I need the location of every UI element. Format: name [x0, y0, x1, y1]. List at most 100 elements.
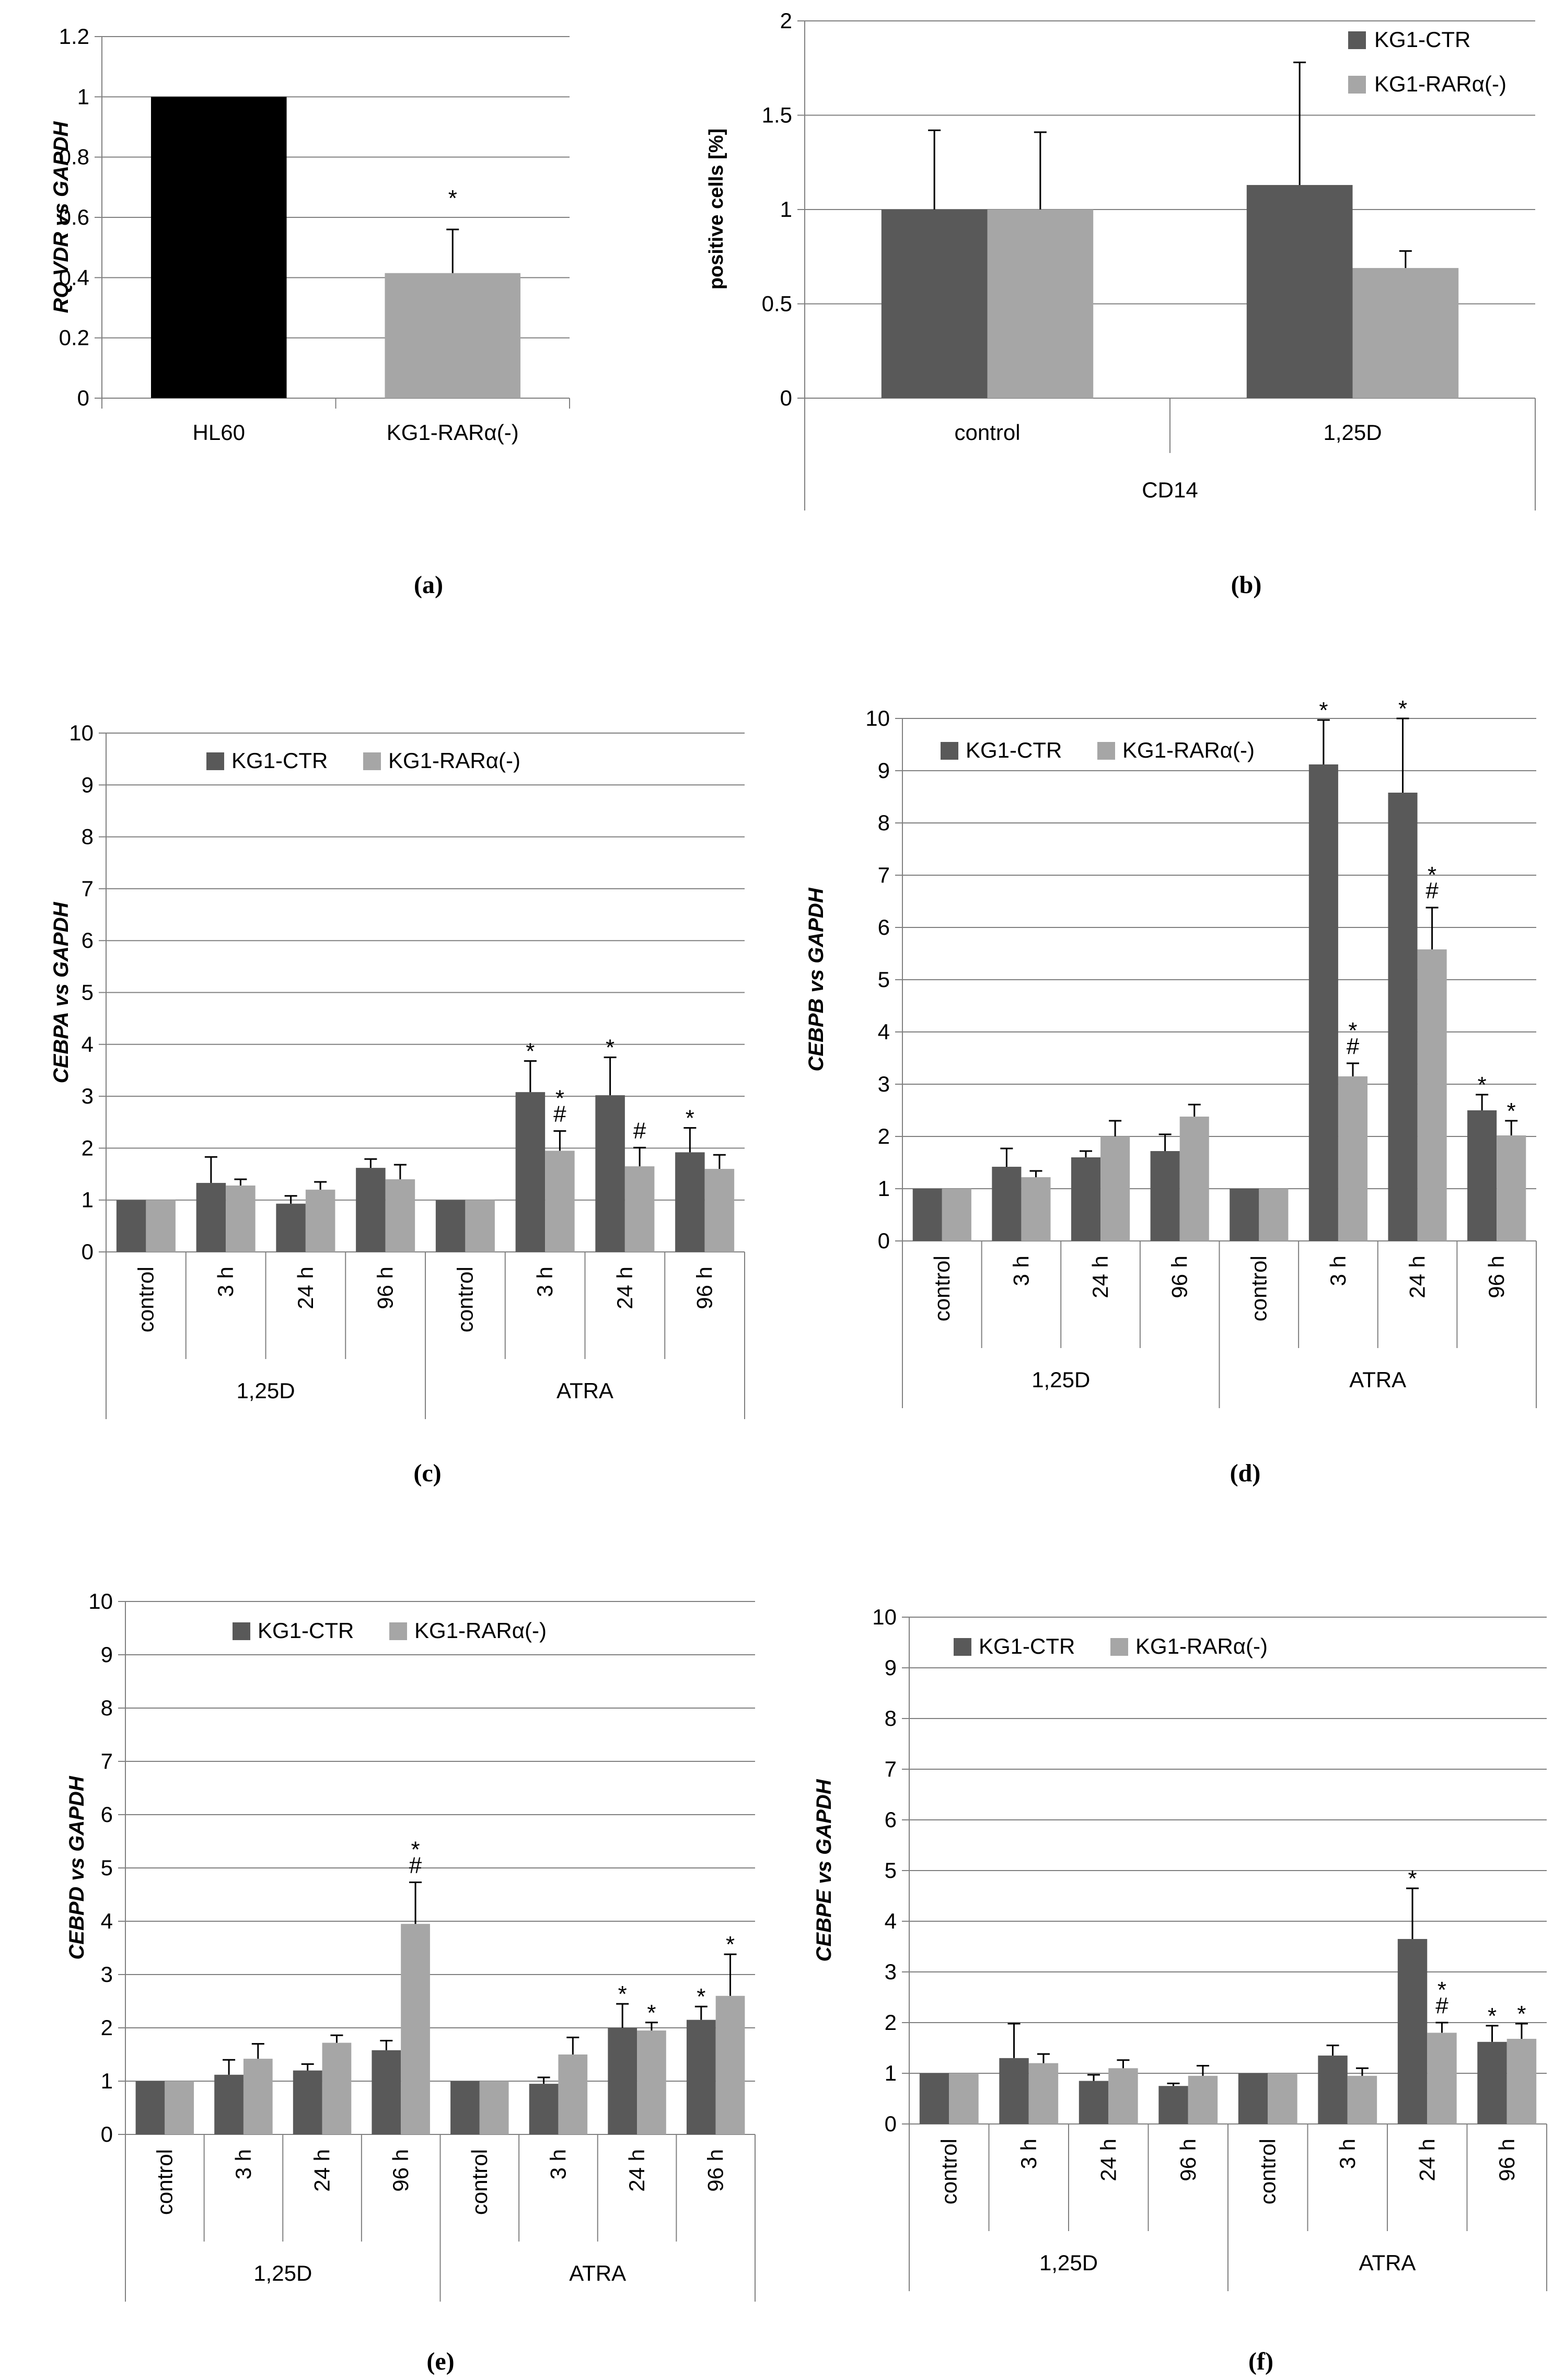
bar — [1308, 764, 1338, 1241]
bar — [293, 2070, 322, 2134]
category-label: 96 h — [703, 2149, 728, 2192]
bar — [385, 273, 521, 398]
y-tick-label: 0.2 — [59, 326, 89, 350]
legend-swatch-ctr — [206, 752, 224, 770]
bar — [1188, 2075, 1218, 2124]
category-label: 3 h — [1326, 1256, 1350, 1286]
y-axis-label: CEBPD vs GAPDH — [65, 1775, 88, 1959]
category-label: control — [954, 420, 1020, 445]
bar — [1318, 2056, 1348, 2124]
bar — [243, 2059, 273, 2134]
category-label: control — [453, 1267, 477, 1332]
panel-caption: (f) — [1248, 2348, 1273, 2375]
category-label: 96 h — [388, 2149, 413, 2192]
legend-label: KG1-CTR — [231, 748, 328, 773]
bar — [1079, 2081, 1109, 2124]
bar — [1238, 2073, 1268, 2124]
category-label: 96 h — [1176, 2139, 1200, 2181]
bar — [1259, 1189, 1289, 1241]
legend-label: KG1-RARα(-) — [1374, 72, 1506, 96]
legend-swatch-ctr — [954, 1638, 971, 1656]
category-label: 96 h — [1484, 1256, 1509, 1298]
bar — [1388, 793, 1418, 1241]
legend-label: KG1-RARα(-) — [1135, 1634, 1268, 1658]
bar — [637, 2030, 666, 2134]
bar — [150, 97, 287, 399]
y-tick-label: 10 — [872, 1605, 897, 1629]
y-tick-label: 3 — [82, 1084, 94, 1108]
y-tick-label: 8 — [82, 825, 94, 849]
significance-mark: * — [1348, 1018, 1357, 1043]
y-tick-label: 3 — [101, 1962, 113, 1987]
significance-mark: * — [1517, 2001, 1526, 2027]
legend-swatch-ctr — [941, 742, 958, 760]
category-label: 24 h — [624, 2149, 649, 2192]
category-label: control — [1255, 2139, 1280, 2204]
category-label: 3 h — [546, 2149, 570, 2179]
bar — [385, 1179, 415, 1252]
bar — [1338, 1076, 1368, 1241]
bar — [1427, 2033, 1457, 2124]
significance-mark: * — [1488, 2003, 1497, 2029]
significance-mark: * — [647, 2000, 656, 2026]
bar — [322, 2042, 352, 2134]
group-label: CD14 — [1142, 478, 1198, 502]
bar — [1028, 2063, 1059, 2124]
legend-swatch-ctr — [233, 1622, 250, 1640]
significance-mark: * — [526, 1039, 535, 1064]
bar — [135, 2081, 165, 2134]
bar — [558, 2054, 588, 2134]
group-label: ATRA — [569, 2261, 626, 2285]
y-tick-label: 6 — [82, 928, 94, 953]
bar — [1477, 2041, 1507, 2124]
significance-mark: * — [411, 1837, 420, 1863]
legend-label: KG1-RARα(-) — [388, 748, 520, 773]
y-tick-label: 7 — [82, 876, 94, 901]
panel-caption: (d) — [1230, 1459, 1261, 1487]
y-tick-label: 0.8 — [59, 145, 89, 169]
bar — [305, 1189, 335, 1252]
y-tick-label: 1 — [878, 1176, 890, 1201]
y-tick-label: 6 — [885, 1807, 897, 1832]
bar — [1352, 268, 1459, 398]
y-tick-label: 1 — [77, 84, 89, 109]
bar — [276, 1203, 306, 1252]
significance-mark: # — [1425, 878, 1439, 903]
y-tick-label: 9 — [82, 772, 94, 797]
bar — [1268, 2073, 1297, 2124]
bar — [1467, 1110, 1497, 1241]
bar — [624, 1166, 655, 1252]
significance-mark: # — [633, 1118, 646, 1143]
legend: KG1-CTR KG1-RARα(-) — [941, 738, 1255, 762]
significance-mark: * — [1478, 1072, 1487, 1098]
y-tick-label: 5 — [885, 1858, 897, 1883]
category-label: 3 h — [231, 2149, 256, 2179]
y-tick-label: 3 — [878, 1072, 890, 1096]
bar — [595, 1095, 625, 1252]
bar — [1497, 1135, 1526, 1241]
category-label: 3 h — [213, 1267, 238, 1297]
bar — [1179, 1117, 1209, 1241]
panel-a: 0 0.2 0.4 0.6 0.8 1 1.2 RQ VDR vs GAPDH HL60 * KG1… — [50, 24, 570, 599]
y-tick-label: 9 — [101, 1642, 113, 1667]
category-label: 96 h — [1167, 1256, 1192, 1298]
significance-mark: * — [606, 1035, 615, 1061]
significance-mark: * — [1319, 698, 1328, 723]
group-label: 1,25D — [236, 1378, 295, 1403]
y-tick-label: 8 — [878, 810, 890, 835]
significance-mark: * — [555, 1086, 564, 1111]
category-label: 96 h — [1494, 2139, 1519, 2181]
y-tick-label: 0 — [885, 2111, 897, 2136]
bar — [529, 2084, 559, 2134]
y-axis-label: CEBPE vs GAPDH — [813, 1779, 836, 1961]
y-tick-label: 0 — [780, 386, 792, 410]
bar — [1230, 1189, 1259, 1241]
bar — [1150, 1151, 1180, 1241]
panel-caption: (c) — [413, 1459, 441, 1487]
significance-mark: * — [448, 185, 457, 211]
group-label: 1,25D — [253, 2261, 312, 2285]
significance-mark: * — [697, 1984, 705, 2010]
significance-mark: * — [1438, 1977, 1446, 2003]
